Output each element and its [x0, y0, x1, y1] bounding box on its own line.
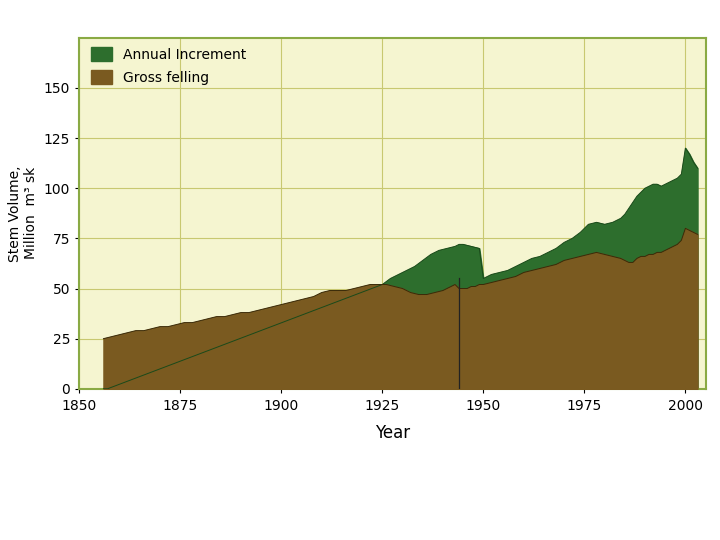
Legend: Annual Increment, Gross felling: Annual Increment, Gross felling — [86, 41, 252, 90]
Y-axis label: Stem Volume,
Million  m³ sk: Stem Volume, Million m³ sk — [8, 165, 38, 261]
X-axis label: Year: Year — [375, 424, 410, 442]
